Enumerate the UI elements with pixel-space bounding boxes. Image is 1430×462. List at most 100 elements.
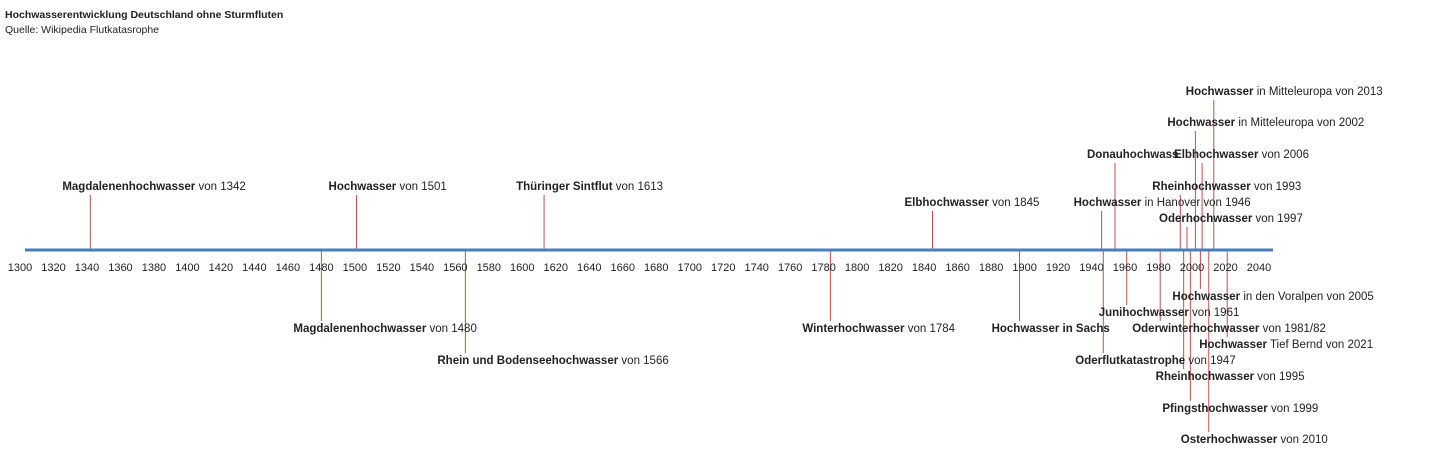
event-suffix: von 1566 bbox=[621, 355, 668, 367]
x-tick-label: 1800 bbox=[845, 262, 869, 274]
x-tick-label: 1620 bbox=[544, 262, 568, 274]
event-label: Winterhochwasser von 1784 bbox=[802, 323, 955, 335]
chart-title: Hochwasserentwicklung Deutschland ohne S… bbox=[5, 9, 283, 21]
event-label: Elbhochwasser von 1845 bbox=[905, 197, 1040, 209]
event-suffix: von 2006 bbox=[1262, 149, 1309, 161]
event-suffix: von 1997 bbox=[1256, 213, 1303, 225]
x-tick-label: 1960 bbox=[1113, 262, 1137, 274]
event-name: Elbhochwasser bbox=[1174, 149, 1259, 161]
event-label: Hochwasser in den Voralpen von 2005 bbox=[1172, 291, 1373, 303]
event-label: Pfingsthochwasser von 1999 bbox=[1162, 403, 1318, 415]
event-name: Pfingsthochwasser bbox=[1162, 403, 1268, 415]
x-tick-label: 1440 bbox=[242, 262, 266, 274]
x-tick-label: 1700 bbox=[677, 262, 701, 274]
x-tick-label: 1540 bbox=[410, 262, 434, 274]
event-name: Junihochwasser bbox=[1099, 307, 1190, 319]
event-label: Oderflutkatastrophe von 1947 bbox=[1075, 355, 1235, 367]
event-label: Magdalenenhochwasser von 1480 bbox=[293, 323, 476, 335]
x-tick-label: 1320 bbox=[41, 262, 65, 274]
x-tick-label: 1400 bbox=[175, 262, 199, 274]
chart-subtitle: Quelle: Wikipedia Flutkatasrophe bbox=[5, 24, 159, 36]
event-label: Elbhochwasser von 2006 bbox=[1174, 149, 1309, 161]
x-tick-label: 1920 bbox=[1046, 262, 1070, 274]
event-suffix: von 1342 bbox=[198, 181, 245, 193]
x-tick-label: 2040 bbox=[1247, 262, 1271, 274]
x-tick-label: 1560 bbox=[443, 262, 467, 274]
x-tick-label: 1940 bbox=[1079, 262, 1103, 274]
x-tick-label: 1500 bbox=[343, 262, 367, 274]
event-name: Oderflutkatastrophe bbox=[1075, 355, 1185, 367]
event-name: Rheinhochwasser bbox=[1156, 371, 1255, 383]
x-tick-label: 1660 bbox=[611, 262, 635, 274]
x-tick-label: 2000 bbox=[1180, 262, 1204, 274]
x-tick-label: 1680 bbox=[644, 262, 668, 274]
event-suffix: von 2010 bbox=[1280, 434, 1327, 446]
x-tick-label: 2020 bbox=[1213, 262, 1237, 274]
event-label: Hochwasser in Mitteleuropa von 2002 bbox=[1167, 117, 1364, 129]
x-tick-label: 1900 bbox=[1012, 262, 1036, 274]
event-name: Elbhochwasser bbox=[905, 197, 990, 209]
event-suffix: von 1993 bbox=[1254, 181, 1301, 193]
event-name: Rhein und Bodenseehochwasser bbox=[437, 355, 618, 367]
event-suffix: Tief Bernd von 2021 bbox=[1270, 339, 1373, 351]
event-suffix: von 1981/82 bbox=[1263, 323, 1326, 335]
event-name: Donauhochwass bbox=[1087, 149, 1178, 161]
event-suffix: von 1995 bbox=[1257, 371, 1304, 383]
x-tick-label: 1380 bbox=[142, 262, 166, 274]
event-suffix: von 1845 bbox=[992, 197, 1039, 209]
x-tick-label: 1740 bbox=[744, 262, 768, 274]
event-label: Hochwasser in Hanover von 1946 bbox=[1074, 197, 1251, 209]
event-label: Donauhochwass bbox=[1087, 149, 1178, 161]
x-tick-label: 1360 bbox=[108, 262, 132, 274]
x-tick-label: 1980 bbox=[1146, 262, 1170, 274]
x-tick-label: 1820 bbox=[878, 262, 902, 274]
x-tick-label: 1420 bbox=[209, 262, 233, 274]
event-label: Rheinhochwasser von 1995 bbox=[1156, 371, 1305, 383]
event-name: Hochwasser bbox=[329, 181, 397, 193]
event-name: Magdalenenhochwasser bbox=[62, 181, 195, 193]
event-label: Junihochwasser von 1961 bbox=[1099, 307, 1240, 319]
event-name: Hochwasser in Sachs bbox=[992, 323, 1110, 335]
x-tick-label: 1520 bbox=[376, 262, 400, 274]
event-label: Thüringer Sintflut von 1613 bbox=[516, 181, 663, 193]
event-suffix: von 1961 bbox=[1192, 307, 1239, 319]
event-name: Hochwasser bbox=[1172, 291, 1240, 303]
x-tick-label: 1640 bbox=[577, 262, 601, 274]
event-suffix: in den Voralpen von 2005 bbox=[1243, 291, 1373, 303]
event-suffix: in Mitteleuropa von 2002 bbox=[1238, 117, 1364, 129]
event-suffix: von 1613 bbox=[616, 181, 663, 193]
event-label: Rheinhochwasser von 1993 bbox=[1152, 181, 1301, 193]
x-tick-label: 1480 bbox=[309, 262, 333, 274]
event-name: Hochwasser bbox=[1167, 117, 1235, 129]
event-name: Rheinhochwasser bbox=[1152, 181, 1251, 193]
x-tick-label: 1600 bbox=[510, 262, 534, 274]
event-name: Winterhochwasser bbox=[802, 323, 905, 335]
event-suffix: von 1947 bbox=[1188, 355, 1235, 367]
x-tick-label: 1840 bbox=[912, 262, 936, 274]
event-name: Osterhochwasser bbox=[1181, 434, 1278, 446]
event-label: Oderwinterhochwasser von 1981/82 bbox=[1132, 323, 1326, 335]
event-suffix: in Hanover von 1946 bbox=[1145, 197, 1251, 209]
x-tick-label: 1720 bbox=[711, 262, 735, 274]
event-label: Rhein und Bodenseehochwasser von 1566 bbox=[437, 355, 668, 367]
event-label: Hochwasser in Sachs bbox=[992, 323, 1110, 335]
event-label: Osterhochwasser von 2010 bbox=[1181, 434, 1328, 446]
event-suffix: von 1999 bbox=[1271, 403, 1318, 415]
event-suffix: von 1501 bbox=[400, 181, 447, 193]
event-name: Hochwasser bbox=[1186, 86, 1254, 98]
event-label: Magdalenenhochwasser von 1342 bbox=[62, 181, 245, 193]
event-suffix: in Mitteleuropa von 2013 bbox=[1257, 86, 1383, 98]
x-tick-label: 1340 bbox=[75, 262, 99, 274]
event-suffix: von 1784 bbox=[908, 323, 956, 335]
event-name: Oderwinterhochwasser bbox=[1132, 323, 1260, 335]
event-label: Oderhochwasser von 1997 bbox=[1159, 213, 1303, 225]
event-name: Magdalenenhochwasser bbox=[293, 323, 426, 335]
x-tick-label: 1780 bbox=[811, 262, 835, 274]
x-tick-label: 1880 bbox=[979, 262, 1003, 274]
event-name: Thüringer Sintflut bbox=[516, 181, 613, 193]
x-tick-label: 1760 bbox=[778, 262, 802, 274]
event-suffix: von 1480 bbox=[430, 323, 477, 335]
x-tick-label: 1460 bbox=[276, 262, 300, 274]
